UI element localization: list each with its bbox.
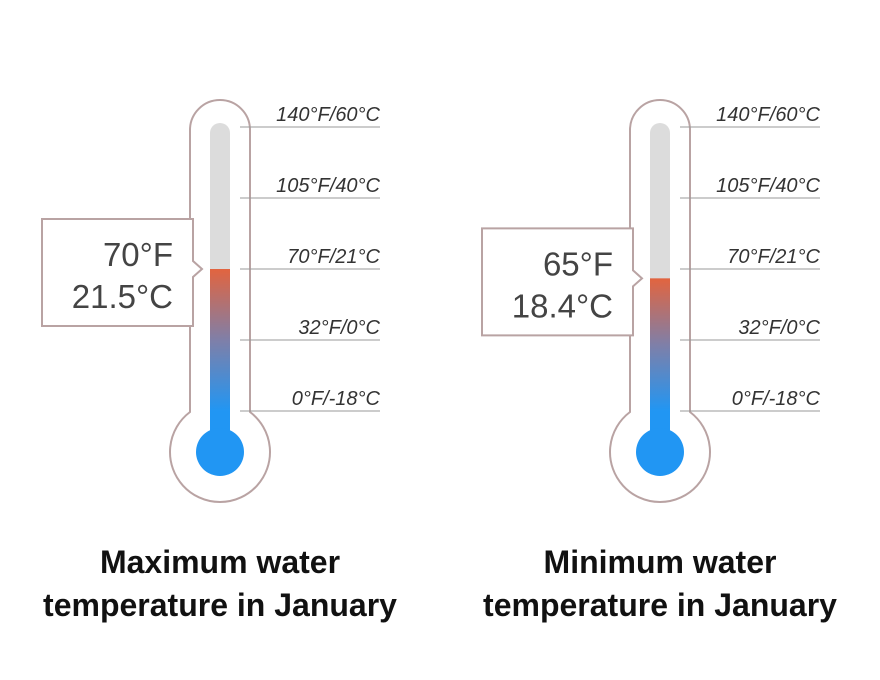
tick-label: 32°F/0°C: [738, 317, 820, 339]
tick-label: 0°F/-18°C: [732, 388, 821, 410]
callout: [41, 218, 204, 327]
tick-label: 105°F/40°C: [276, 175, 380, 197]
mercury: [650, 278, 670, 452]
tick-label: 105°F/40°C: [716, 175, 820, 197]
tick-label: 70°F/21°C: [287, 246, 380, 268]
reading-c: 21.5°C: [72, 278, 173, 315]
title: temperature in January: [483, 587, 837, 623]
bulb: [196, 428, 244, 476]
reading-f: 70°F: [103, 236, 173, 273]
tick-label: 140°F/60°C: [276, 104, 380, 126]
bulb: [636, 428, 684, 476]
tick-label: 0°F/-18°C: [292, 388, 381, 410]
tick-label: 140°F/60°C: [716, 104, 820, 126]
title: temperature in January: [43, 587, 397, 623]
tick-label: 70°F/21°C: [727, 246, 820, 268]
tick-label: 32°F/0°C: [298, 317, 380, 339]
callout: [481, 227, 644, 337]
reading-f: 65°F: [543, 245, 613, 282]
reading-c: 18.4°C: [512, 287, 613, 324]
title: Minimum water: [544, 544, 777, 580]
title: Maximum water: [100, 544, 340, 580]
mercury: [210, 269, 230, 452]
